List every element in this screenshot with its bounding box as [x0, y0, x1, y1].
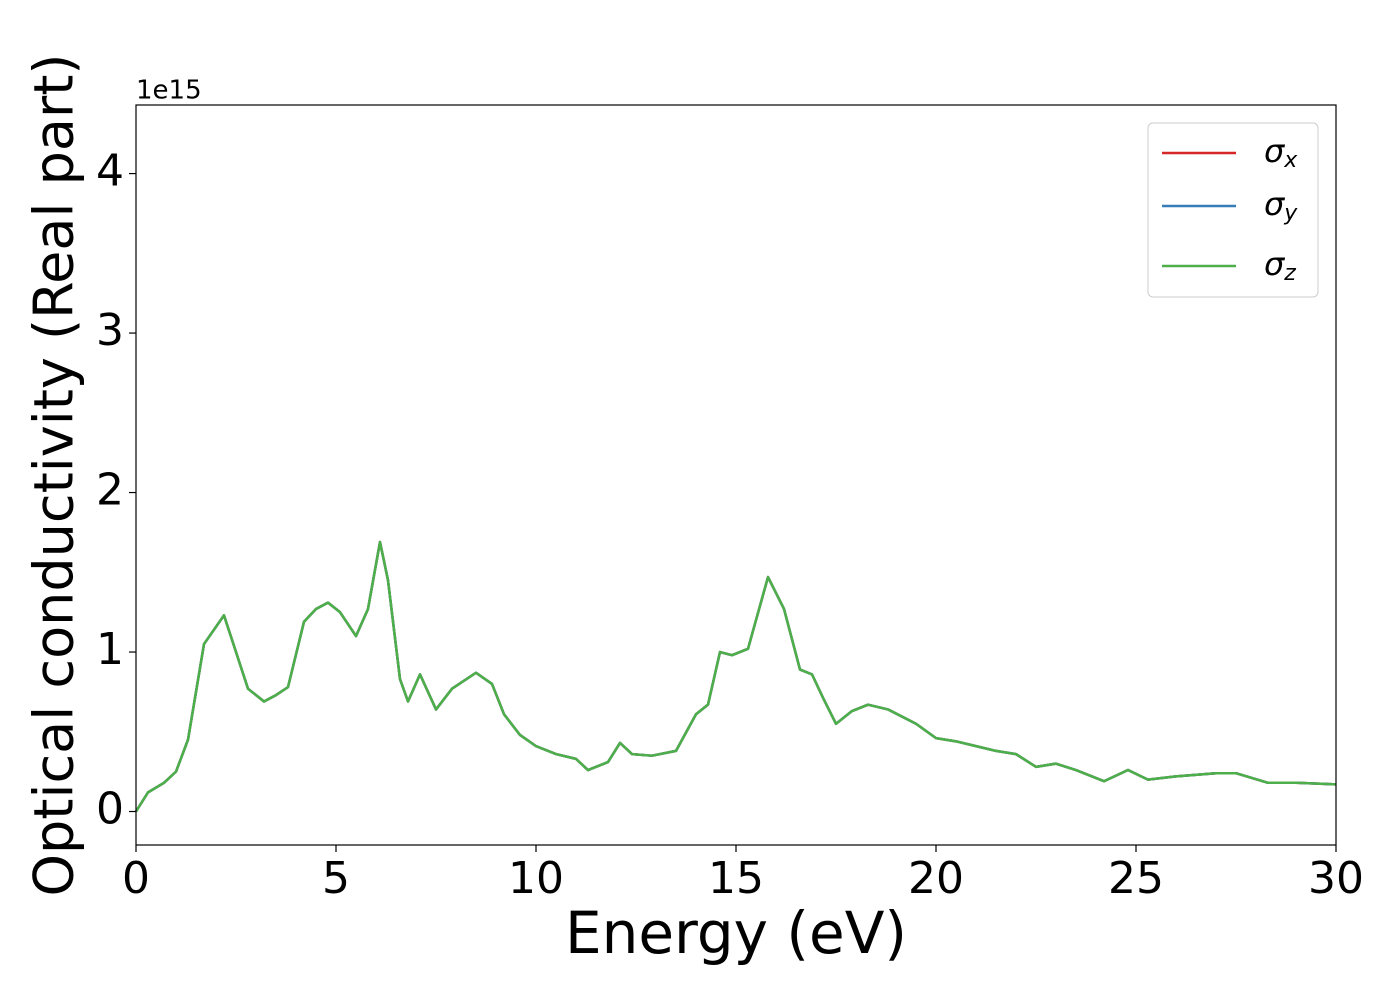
x-tick-label: 5 — [322, 853, 350, 904]
x-tick-label: 30 — [1308, 853, 1364, 904]
x-tick-label: 25 — [1108, 853, 1164, 904]
x-tick-label: 0 — [122, 853, 150, 904]
y-tick-label: 2 — [96, 465, 124, 516]
plot-frame — [135, 104, 1337, 846]
legend-box — [1147, 122, 1319, 298]
y-tick-label: 1 — [96, 624, 124, 675]
legend-label: σy — [1264, 185, 1298, 226]
data-line — [134, 540, 1337, 813]
y-tick-label: 4 — [96, 146, 124, 197]
x-tick-label: 10 — [508, 853, 564, 904]
y-tick-label: 3 — [96, 305, 124, 356]
offset-label: 1e15 — [136, 76, 202, 106]
y-tick-label: 0 — [96, 784, 124, 835]
data-line — [134, 540, 1337, 813]
legend-label: σx — [1264, 132, 1298, 173]
x-axis-label: Energy (eV) — [565, 899, 907, 967]
data-line — [134, 540, 1337, 813]
y-axis-label: Optical conductivity (Real part) — [23, 54, 86, 897]
x-tick-label: 15 — [708, 853, 764, 904]
legend-label: σz — [1264, 245, 1296, 286]
x-tick-label: 20 — [908, 853, 964, 904]
